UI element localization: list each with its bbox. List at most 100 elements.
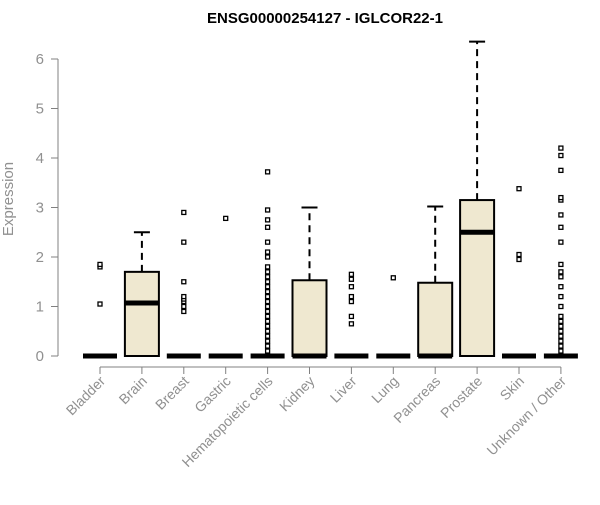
outlier-point <box>348 293 355 300</box>
outlier-point <box>348 284 355 290</box>
outlier-point <box>558 313 564 320</box>
outlier-point <box>558 145 564 151</box>
outlier-point <box>558 293 564 300</box>
outlier-point <box>264 303 271 310</box>
outlier-point <box>558 261 564 268</box>
y-tick-label: 5 <box>36 101 44 118</box>
x-tick-label: Liver <box>327 373 360 406</box>
outlier-point <box>264 207 271 213</box>
outlier-point <box>516 186 522 192</box>
outlier-point <box>264 279 271 285</box>
outlier-point <box>264 333 271 339</box>
box-unknown-other <box>543 145 578 359</box>
outlier-point <box>558 318 564 325</box>
chart-title: ENSG00000254127 - IGLCOR22-1 <box>207 10 443 27</box>
outlier-point <box>516 251 522 258</box>
box-body <box>123 270 160 358</box>
outlier-point <box>390 275 396 281</box>
y-tick-label: 1 <box>36 299 44 316</box>
outlier-point <box>264 264 271 270</box>
box-pancreas <box>417 205 454 359</box>
outlier-point <box>348 298 355 305</box>
y-tick-label: 3 <box>36 200 44 217</box>
outlier-point <box>558 284 564 290</box>
box-skin <box>502 186 536 359</box>
x-tick-label: Kidney <box>276 373 318 415</box>
outlier-point <box>223 215 229 222</box>
outlier-point <box>558 323 564 329</box>
outlier-point <box>97 301 103 307</box>
x-tick-label: Bladder <box>63 373 109 419</box>
outlier-point <box>264 217 271 223</box>
x-tick-label: Brain <box>116 373 150 407</box>
x-tick-label: Lung <box>368 373 401 406</box>
y-tick-label: 6 <box>36 51 44 68</box>
box-prostate <box>459 40 496 357</box>
outlier-point <box>181 308 187 315</box>
outlier-point <box>348 313 355 320</box>
outlier-point <box>558 194 564 201</box>
box-bladder <box>83 261 117 359</box>
outlier-point <box>264 323 271 329</box>
box-breast <box>166 209 201 359</box>
outlier-point <box>558 328 564 334</box>
outlier-point <box>558 338 564 344</box>
x-tick-label: Prostate <box>437 373 485 421</box>
outlier-point <box>558 224 564 230</box>
outlier-point <box>558 152 564 159</box>
outlier-point <box>348 271 355 277</box>
outlier-point <box>264 318 271 325</box>
outlier-point <box>264 169 271 175</box>
outlier-point <box>348 276 355 282</box>
y-tick-label: 2 <box>36 249 44 266</box>
outlier-point <box>558 269 564 275</box>
outlier-point <box>264 288 271 295</box>
outlier-point <box>558 333 564 339</box>
box-brain <box>123 231 160 358</box>
outlier-point <box>264 313 271 320</box>
outlier-point <box>558 303 564 310</box>
x-tick-label: Breast <box>152 373 192 413</box>
outlier-point <box>264 348 271 354</box>
outlier-point <box>181 293 187 300</box>
outlier-point <box>264 298 271 305</box>
outlier-point <box>97 261 103 268</box>
boxes-layer <box>83 40 578 359</box>
outlier-point <box>264 328 271 334</box>
box-kidney <box>291 206 328 359</box>
outlier-point <box>181 239 187 245</box>
y-axis-label: Expression <box>0 162 17 236</box>
y-tick-label: 0 <box>36 348 44 365</box>
outlier-point <box>264 308 271 315</box>
outlier-point <box>181 279 187 285</box>
outlier-point <box>264 254 271 260</box>
box-liver <box>334 271 369 359</box>
x-tick-label: Unknown / Other <box>483 373 569 459</box>
outlier-point <box>264 249 271 255</box>
y-axis: 0 1 2 3 4 5 6 <box>36 51 59 365</box>
y-tick-label: 4 <box>36 150 44 167</box>
outlier-point <box>264 343 271 349</box>
outlier-point <box>558 212 564 218</box>
outlier-point <box>181 209 187 216</box>
x-tick-label: Pancreas <box>390 373 443 426</box>
box-body <box>459 199 496 357</box>
box-body <box>291 279 328 358</box>
outlier-point <box>558 167 564 174</box>
outlier-point <box>558 343 564 349</box>
box-body <box>417 281 454 357</box>
box-gastric <box>208 215 243 359</box>
outlier-point <box>264 284 271 290</box>
outlier-point <box>264 274 271 280</box>
outlier-point <box>181 303 187 310</box>
outlier-point <box>264 224 271 230</box>
outlier-point <box>558 348 564 354</box>
outlier-point <box>558 274 564 280</box>
outlier-point <box>516 256 522 263</box>
x-tick-label: Skin <box>497 373 528 404</box>
box-hematopoietic-cells <box>250 169 285 359</box>
outlier-point <box>264 239 271 245</box>
